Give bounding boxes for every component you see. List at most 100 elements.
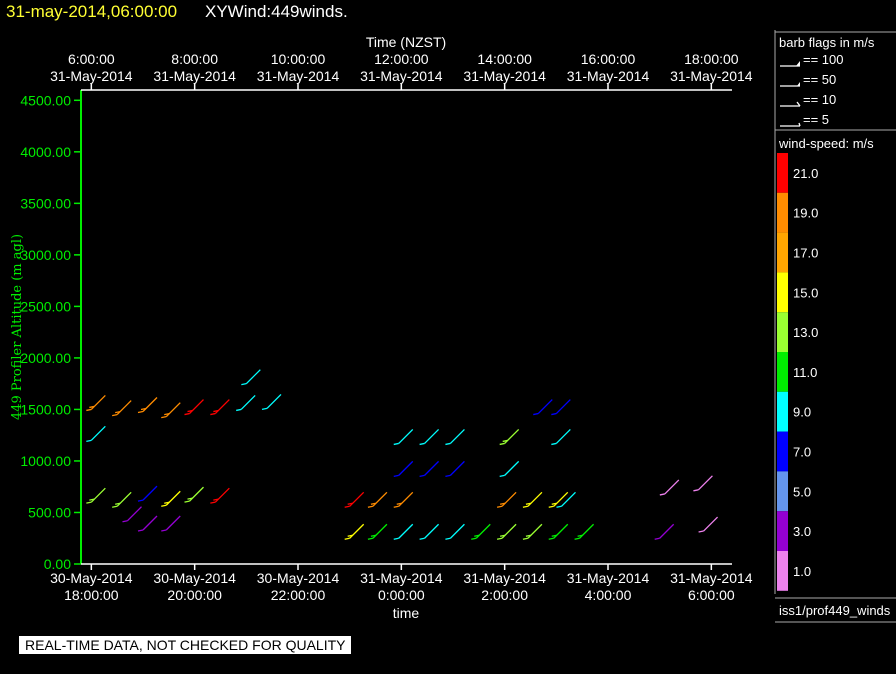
barb-legend-flag <box>796 101 801 107</box>
scale-swatch <box>777 391 788 432</box>
wind-barb-staff <box>449 523 465 539</box>
wind-barb <box>210 399 230 416</box>
barb-legend-row: == 10 <box>780 92 836 107</box>
wind-barb <box>533 399 553 416</box>
wind-barb <box>393 523 414 540</box>
wind-barb <box>184 399 204 416</box>
top-tick-label-time: 6:00:00 <box>68 51 115 67</box>
wind-barb <box>236 394 256 412</box>
wind-barb-flag <box>210 412 216 416</box>
y-tick-label: 500.00 <box>28 504 71 520</box>
wind-barb-flag <box>525 534 532 537</box>
wind-barb-staff <box>372 491 388 507</box>
quality-notice: REAL-TIME DATA, NOT CHECKED FOR QUALITY <box>19 636 352 654</box>
data-source-label: iss1/prof449_winds <box>779 603 891 618</box>
y-tick-label: 1500.00 <box>20 401 71 417</box>
wind-barb <box>496 523 517 540</box>
wind-barb-flag <box>161 416 167 419</box>
wind-barb-staff <box>245 369 261 385</box>
wind-barb-staff <box>142 515 158 531</box>
wind-barb-flag <box>496 505 503 508</box>
scale-label: 13.0 <box>793 325 818 340</box>
wind-barb-flag <box>367 505 374 508</box>
scale-label: 15.0 <box>793 285 818 300</box>
wind-barb-flag <box>241 383 247 386</box>
wind-barb-staff <box>398 491 414 507</box>
wind-barb-flag <box>499 534 506 537</box>
wind-barb-flag <box>533 412 539 416</box>
x-tick-label-time: 0:00:00 <box>378 587 425 603</box>
wind-barb <box>693 475 713 492</box>
wind-barb-flag <box>522 505 529 508</box>
wind-barb-flag <box>140 407 147 411</box>
scale-swatch <box>777 232 788 273</box>
wind-barb-staff <box>527 523 543 539</box>
wind-barb-flag <box>698 530 704 533</box>
wind-barb-staff <box>398 523 414 539</box>
wind-barb-staff <box>555 399 571 415</box>
wind-barb <box>654 523 675 540</box>
wind-barb-flag <box>161 529 167 532</box>
x-tick-label-time: 6:00:00 <box>688 587 735 603</box>
wind-barb-flag <box>86 439 92 442</box>
wind-barb-staff <box>372 523 388 539</box>
wind-barb-flag <box>393 474 399 478</box>
wind-barb-staff <box>142 485 158 501</box>
barb-legend-row: == 50 <box>780 72 836 87</box>
x-tick-label-date: 31-May-2014 <box>463 570 546 586</box>
wind-barb-flag <box>396 502 402 505</box>
wind-barb-staff <box>189 486 204 502</box>
x-tick-label-date: 31-May-2014 <box>360 570 443 586</box>
wind-barb <box>419 428 440 446</box>
wind-barb <box>522 523 543 540</box>
scale-swatch <box>777 431 788 472</box>
scale-label: 3.0 <box>793 524 811 539</box>
x-tick-label-date: 30-May-2014 <box>153 570 236 586</box>
y-tick-label: 3000.00 <box>20 247 71 263</box>
wind-barb <box>419 460 440 478</box>
y-tick-label: 0.00 <box>44 556 71 572</box>
wind-barb-staff <box>116 400 132 416</box>
wind-barb-flag <box>474 534 480 537</box>
top-tick-label-time: 8:00:00 <box>171 51 218 67</box>
wind-barb-staff <box>561 491 576 507</box>
scale-swatch <box>777 312 788 352</box>
wind-barb-flag <box>574 537 580 540</box>
wind-barb-flag <box>213 409 219 413</box>
color-scale-title: wind-speed: m/s <box>778 136 874 151</box>
top-tick-label-time: 18:00:00 <box>684 51 739 67</box>
wind-barb-flag <box>187 409 193 413</box>
wind-barb <box>445 428 465 446</box>
barb-legend-label: == 100 <box>803 52 844 67</box>
y-tick-label: 2000.00 <box>20 350 71 366</box>
x-tick-label-date: 30-May-2014 <box>50 570 133 586</box>
wind-barb-flag <box>370 502 377 505</box>
wind-barb-flag <box>347 534 353 537</box>
wind-barb <box>122 506 142 523</box>
wind-barb-flag <box>551 412 557 416</box>
wind-barb <box>344 523 365 540</box>
barb-legend-title: barb flags in m/s <box>779 35 875 50</box>
wind-barb <box>241 369 261 386</box>
wind-barb-flag <box>445 537 451 540</box>
wind-barb <box>161 402 181 419</box>
wind-barb-flag <box>445 474 451 478</box>
wind-barb <box>161 515 181 532</box>
wind-barb-staff <box>424 428 440 444</box>
wind-barb-flag <box>419 442 425 446</box>
scale-label: 19.0 <box>793 206 818 221</box>
wind-barb-flag <box>115 410 121 414</box>
wind-barb-flag <box>471 537 477 540</box>
wind-barb-flag <box>556 505 562 508</box>
wind-barb-staff <box>165 402 181 418</box>
wind-barb-staff <box>214 399 230 415</box>
wind-barb-flag <box>367 537 374 540</box>
barb-legend-label: == 10 <box>803 92 836 107</box>
wind-barb <box>184 486 204 503</box>
wind-barb-flag <box>187 497 193 500</box>
wind-barb <box>393 491 414 508</box>
y-tick-label: 4000.00 <box>20 144 71 160</box>
wind-barb-staff <box>659 523 675 539</box>
wind-barb-flag <box>445 442 451 446</box>
